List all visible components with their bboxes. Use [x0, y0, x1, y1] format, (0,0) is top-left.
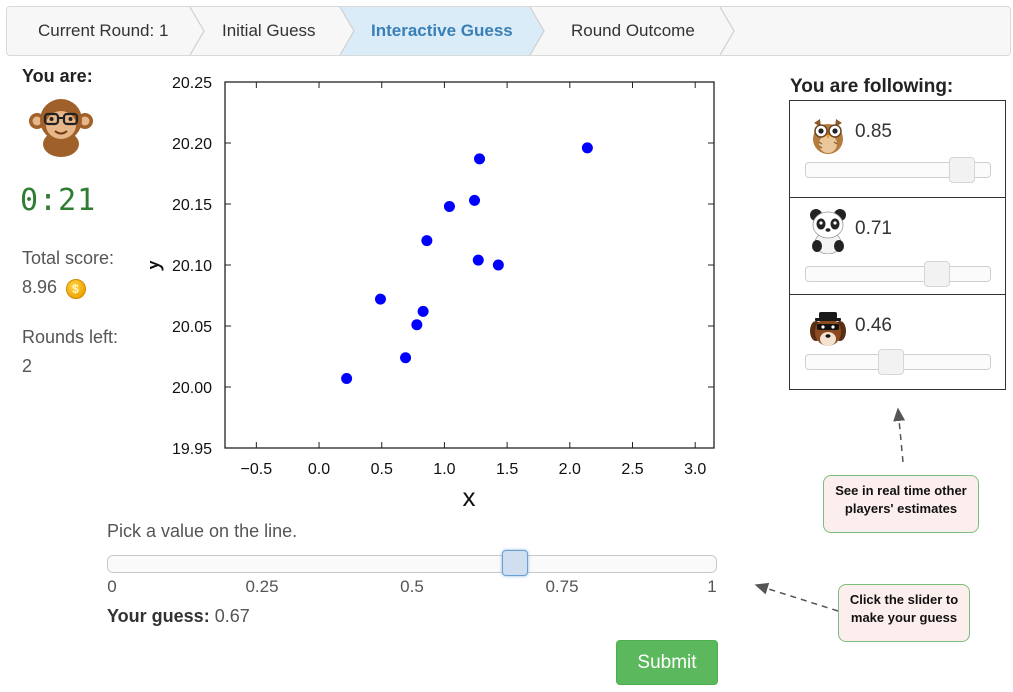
y-axis-label: y	[150, 259, 164, 272]
realtime-arrow	[893, 407, 906, 463]
total-score-value: 8.96	[22, 277, 58, 297]
bandit-dog-icon	[810, 312, 846, 346]
slider-prompt: Pick a value on the line.	[107, 521, 298, 541]
followed-player-slider	[805, 157, 991, 183]
guess-slider-handle[interactable]	[502, 550, 529, 576]
x-tick-label: 0.0	[308, 461, 330, 478]
monkey-with-glasses-icon	[29, 99, 93, 157]
data-point	[400, 352, 412, 364]
followed-player-slider-handle	[949, 157, 976, 183]
guess-slider-tick-label: 0.25	[245, 577, 279, 596]
x-tick-label: 2.0	[559, 461, 581, 478]
followed-player-slider	[805, 349, 991, 375]
x-tick-label: 1.0	[433, 461, 455, 478]
submit-button[interactable]: Submit	[616, 640, 718, 685]
followed-player-slider-handle	[923, 261, 950, 287]
round-timer: 0:21	[20, 183, 97, 218]
y-tick-label: 20.15	[172, 197, 212, 214]
x-tick-label: 0.5	[371, 461, 393, 478]
tab-round-outcome[interactable]: Round Outcome	[571, 21, 695, 40]
guess-slider-tick-label: 0	[107, 577, 117, 596]
total-score-label: Total score:	[22, 248, 115, 268]
followed-player-card: 0.85	[790, 101, 1005, 198]
slider-hint-arrow	[754, 582, 839, 612]
followed-player-value: 0.46	[855, 315, 892, 336]
slider-hint-callout: Click the slider to make your guess	[838, 584, 970, 642]
tab-interactive-guess[interactable]: Interactive Guess	[371, 21, 513, 40]
data-point	[492, 259, 504, 271]
realtime-callout: See in real time other players' estimate…	[823, 475, 979, 533]
your-guess-value: 0.67	[214, 606, 250, 626]
scatter-chart: −0.5 0.0 0.5 1.0 1.5 2.0 2.5 3.0 19.95 20.00 20.05…	[150, 75, 715, 512]
tab-initial-guess[interactable]: Initial Guess	[222, 21, 316, 40]
data-point	[417, 305, 429, 317]
x-tick-label: −0.5	[241, 461, 273, 478]
y-tick-label: 20.20	[172, 136, 212, 153]
data-point	[474, 153, 486, 165]
x-tick-label: 3.0	[684, 461, 706, 478]
tab-chevrons	[189, 7, 735, 55]
you-are-label: You are:	[22, 66, 93, 86]
followed-player-value: 0.71	[855, 218, 892, 239]
x-tick-label: 1.5	[496, 461, 518, 478]
your-guess: Your guess: 0.67	[107, 606, 250, 627]
tab-current-round[interactable]: Current Round: 1	[38, 21, 169, 40]
guess-slider-tick-label: 0.75	[545, 577, 579, 596]
data-point	[374, 293, 386, 305]
followed-player-card: 0.71	[790, 198, 1005, 295]
x-tick-label: 2.5	[621, 461, 643, 478]
x-axis-label: x	[463, 482, 476, 512]
y-tick-label: 20.10	[172, 258, 212, 275]
rounds-left-label: Rounds left:	[22, 327, 119, 347]
data-point	[421, 235, 433, 247]
data-point	[581, 142, 593, 154]
plot-area	[224, 81, 715, 449]
following-panel: 0.85 0.71	[789, 100, 1006, 390]
followed-player-slider-handle	[877, 349, 904, 375]
data-point	[472, 254, 484, 266]
data-point	[469, 194, 481, 206]
y-tick-label: 20.00	[172, 380, 212, 397]
data-point	[341, 372, 353, 384]
following-title: You are following:	[790, 76, 954, 97]
y-tick-label: 20.25	[172, 75, 212, 92]
your-guess-label: Your guess:	[107, 606, 210, 626]
followed-player-slider	[805, 261, 991, 287]
y-tick-label: 19.95	[172, 441, 212, 458]
panda-icon	[810, 209, 846, 254]
guess-slider-tick-label: 0.5	[400, 577, 424, 596]
gold-coin-icon: $	[65, 278, 86, 299]
owl-icon	[813, 119, 843, 154]
rounds-left-value: 2	[22, 356, 33, 376]
followed-player-value: 0.85	[855, 121, 892, 142]
total-score: 8.96 $	[22, 277, 86, 299]
followed-player-card: 0.46	[790, 295, 1005, 392]
guess-slider[interactable]	[107, 550, 717, 576]
y-tick-label: 20.05	[172, 319, 212, 336]
round-progress-tabs: Current Round: 1 Initial Guess Interacti…	[6, 6, 1011, 56]
data-point	[443, 200, 455, 212]
data-point	[411, 319, 423, 331]
guess-slider-tick-label: 1	[707, 577, 717, 596]
